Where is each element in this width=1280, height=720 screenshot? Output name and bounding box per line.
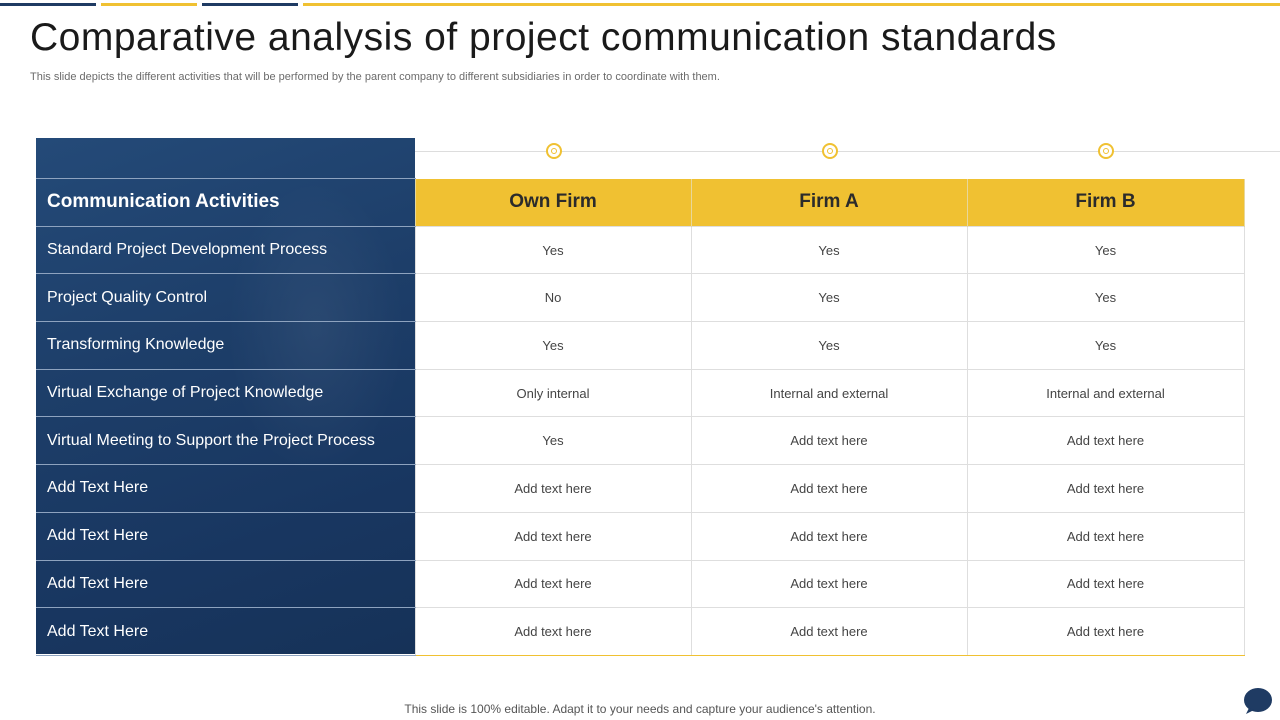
- firm-b-cell: Yes: [966, 225, 1245, 275]
- activity-cell: Standard Project Development Process: [36, 226, 415, 275]
- activity-cell: Add Text Here: [36, 607, 415, 656]
- top-accent-bar-1: [0, 3, 96, 6]
- own-firm-cell: Yes: [414, 321, 692, 370]
- table-row: Project Quality Control No Yes Yes: [36, 273, 1245, 323]
- table-row: Add Text Here Add text here Add text her…: [36, 607, 1245, 656]
- activity-cell: Add Text Here: [36, 560, 415, 609]
- top-accent-bar-3: [202, 3, 298, 6]
- firm-a-cell: Add text here: [690, 607, 968, 656]
- firm-a-cell: Internal and external: [690, 368, 968, 418]
- table-row: Standard Project Development Process Yes…: [36, 225, 1245, 275]
- top-accent-bar-2: [101, 3, 197, 6]
- activity-cell: Virtual Exchange of Project Knowledge: [36, 369, 415, 418]
- column-header-firm-b: Firm B: [966, 178, 1245, 227]
- firm-b-cell: Add text here: [966, 511, 1245, 561]
- firm-b-cell: Internal and external: [966, 368, 1245, 418]
- footer-note: This slide is 100% editable. Adapt it to…: [404, 702, 876, 716]
- activity-cell: Add Text Here: [36, 464, 415, 513]
- table-row: Add Text Here Add text here Add text her…: [36, 464, 1245, 513]
- circle-marker-icon: [546, 143, 562, 159]
- column-header-own-firm: Own Firm: [414, 178, 692, 227]
- table-row: Add Text Here Add text here Add text her…: [36, 559, 1245, 609]
- firm-b-cell: Add text here: [966, 464, 1245, 513]
- firm-a-cell: Add text here: [690, 511, 968, 561]
- column-header-firm-a: Firm A: [690, 178, 968, 227]
- own-firm-cell: Yes: [414, 225, 692, 275]
- own-firm-cell: Only internal: [414, 368, 692, 418]
- own-firm-cell: Add text here: [414, 511, 692, 561]
- activity-cell: Project Quality Control: [36, 273, 415, 323]
- page-title: Comparative analysis of project communic…: [30, 16, 1057, 59]
- column-header-activities: Communication Activities: [36, 178, 415, 227]
- own-firm-cell: Add text here: [414, 559, 692, 609]
- firm-b-cell: Yes: [966, 321, 1245, 370]
- own-firm-cell: Yes: [414, 416, 692, 466]
- header-connector-line: [415, 151, 1280, 152]
- firm-b-cell: Add text here: [966, 559, 1245, 609]
- firm-a-cell: Add text here: [690, 464, 968, 513]
- circle-marker-icon: [1098, 143, 1114, 159]
- activity-cell: Virtual Meeting to Support the Project P…: [36, 416, 415, 466]
- activity-cell: Add Text Here: [36, 512, 415, 561]
- firm-a-cell: Add text here: [690, 559, 968, 609]
- table-header-row: Communication Activities Own Firm Firm A…: [36, 178, 1245, 227]
- firm-b-cell: Add text here: [966, 607, 1245, 656]
- firm-a-cell: Yes: [690, 321, 968, 370]
- firm-b-cell: Add text here: [966, 416, 1245, 466]
- top-accent-bar-4: [303, 3, 1280, 6]
- chat-bubble-icon[interactable]: [1243, 687, 1273, 715]
- page-subtitle: This slide depicts the different activit…: [30, 71, 720, 83]
- table-row: Virtual Meeting to Support the Project P…: [36, 416, 1245, 466]
- own-firm-cell: Add text here: [414, 607, 692, 656]
- own-firm-cell: No: [414, 273, 692, 323]
- comparison-table: Communication Activities Own Firm Firm A…: [36, 178, 1245, 656]
- table-row: Add Text Here Add text here Add text her…: [36, 511, 1245, 561]
- own-firm-cell: Add text here: [414, 464, 692, 513]
- firm-a-cell: Yes: [690, 225, 968, 275]
- table-row: Virtual Exchange of Project Knowledge On…: [36, 368, 1245, 418]
- table-row: Transforming Knowledge Yes Yes Yes: [36, 321, 1245, 370]
- firm-b-cell: Yes: [966, 273, 1245, 323]
- firm-a-cell: Add text here: [690, 416, 968, 466]
- firm-a-cell: Yes: [690, 273, 968, 323]
- circle-marker-icon: [822, 143, 838, 159]
- activity-cell: Transforming Knowledge: [36, 321, 415, 370]
